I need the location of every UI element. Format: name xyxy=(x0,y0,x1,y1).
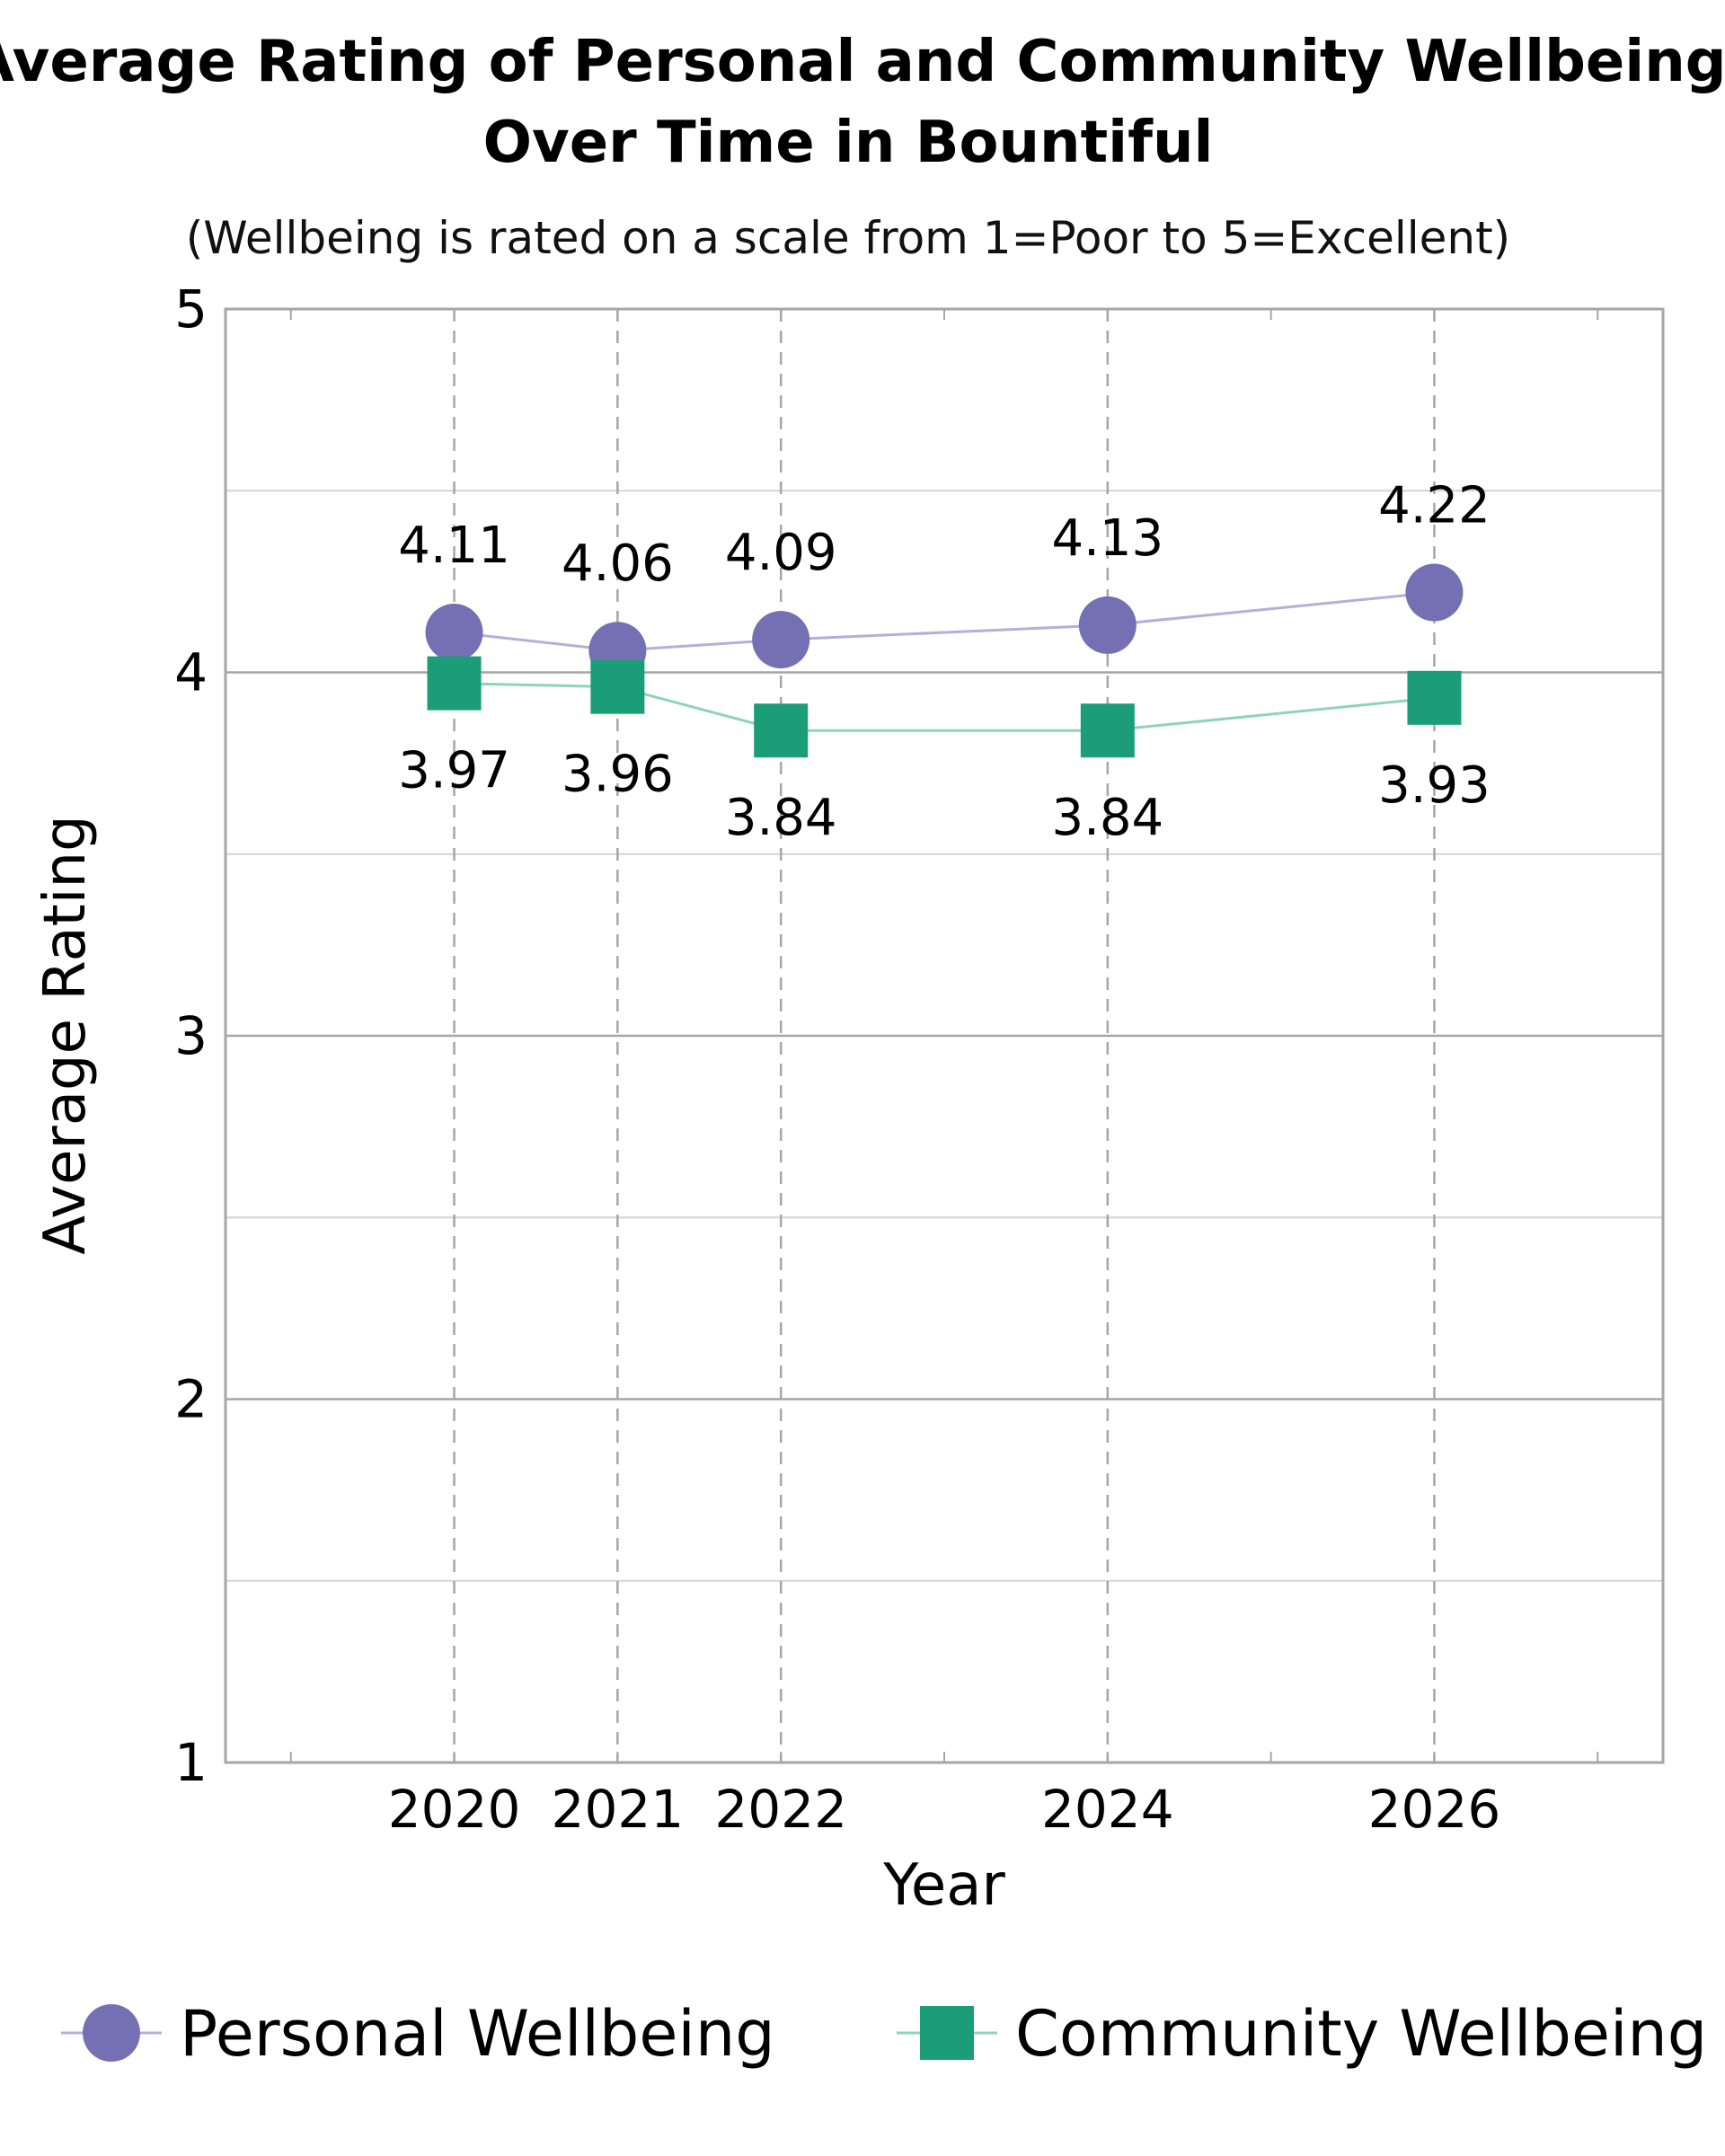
data-point-community-wellbeing xyxy=(590,659,645,714)
data-label-personal-wellbeing: 4.06 xyxy=(562,535,674,593)
chart-title-line-1: Average Rating of Personal and Community… xyxy=(0,29,1725,95)
x-axis-label: Year xyxy=(882,1852,1005,1919)
y-tick-label: 5 xyxy=(174,278,208,340)
legend-item-community-wellbeing: Community Wellbeing xyxy=(897,1997,1707,2071)
data-label-community-wellbeing: 3.96 xyxy=(562,746,674,804)
series-community-wellbeing: 3.97 3.96 3.84 3.84 3.93 xyxy=(398,656,1491,847)
data-label-community-wellbeing: 3.97 xyxy=(398,742,510,800)
y-tick-label: 2 xyxy=(174,1369,208,1430)
x-tick-label: 2024 xyxy=(1041,1779,1174,1840)
legend: Personal Wellbeing Community Wellbeing xyxy=(61,1997,1707,2071)
data-label-personal-wellbeing: 4.22 xyxy=(1378,477,1491,535)
x-tick-label: 2021 xyxy=(552,1779,685,1840)
legend-marker-community-wellbeing xyxy=(920,2006,974,2060)
series-layer: 4.11 4.06 4.09 4.13 4.22 3.97 3.96 3.84 3.84 3.93 xyxy=(398,477,1491,848)
chart-title-line-2: Over Time in Bountiful xyxy=(483,110,1214,176)
legend-label-community-wellbeing: Community Wellbeing xyxy=(1015,1997,1707,2071)
plot-area-frame xyxy=(224,307,1665,1764)
data-point-community-wellbeing xyxy=(754,703,809,758)
x-tick-label: 2020 xyxy=(388,1779,521,1840)
y-axis-label: Average Rating xyxy=(32,815,99,1255)
y-tick-label: 4 xyxy=(174,642,208,703)
legend-label-personal-wellbeing: Personal Wellbeing xyxy=(180,1997,775,2071)
legend-item-personal-wellbeing: Personal Wellbeing xyxy=(61,1997,775,2071)
data-label-personal-wellbeing: 4.09 xyxy=(725,524,837,582)
chart-titles: Average Rating of Personal and Community… xyxy=(0,29,1725,264)
chart-subtitle: (Wellbeing is rated on a scale from 1=Po… xyxy=(186,212,1510,264)
data-label-personal-wellbeing: 4.11 xyxy=(398,517,510,575)
data-point-community-wellbeing xyxy=(1407,670,1462,725)
data-point-personal-wellbeing xyxy=(1405,563,1464,622)
grid xyxy=(226,309,1663,1763)
data-point-community-wellbeing xyxy=(1080,703,1135,758)
y-tick-label: 3 xyxy=(174,1005,208,1066)
y-tick-label: 1 xyxy=(174,1732,208,1793)
data-label-community-wellbeing: 3.84 xyxy=(1051,789,1163,847)
data-point-personal-wellbeing xyxy=(1078,596,1137,654)
data-point-personal-wellbeing xyxy=(425,604,483,662)
legend-marker-personal-wellbeing xyxy=(83,2004,140,2062)
data-label-community-wellbeing: 3.84 xyxy=(725,789,837,847)
data-label-personal-wellbeing: 4.13 xyxy=(1051,509,1163,568)
data-label-community-wellbeing: 3.93 xyxy=(1378,756,1491,815)
y-axis-ticks: 1 2 3 4 5 xyxy=(174,278,208,1793)
x-axis-ticks: 2020 2021 2022 2024 2026 xyxy=(388,1779,1501,1840)
x-tick-label: 2026 xyxy=(1368,1779,1501,1840)
series-personal-wellbeing: 4.11 4.06 4.09 4.13 4.22 xyxy=(398,477,1491,680)
x-tick-label: 2022 xyxy=(714,1779,847,1840)
data-point-community-wellbeing xyxy=(427,656,482,711)
data-point-personal-wellbeing xyxy=(752,611,810,669)
